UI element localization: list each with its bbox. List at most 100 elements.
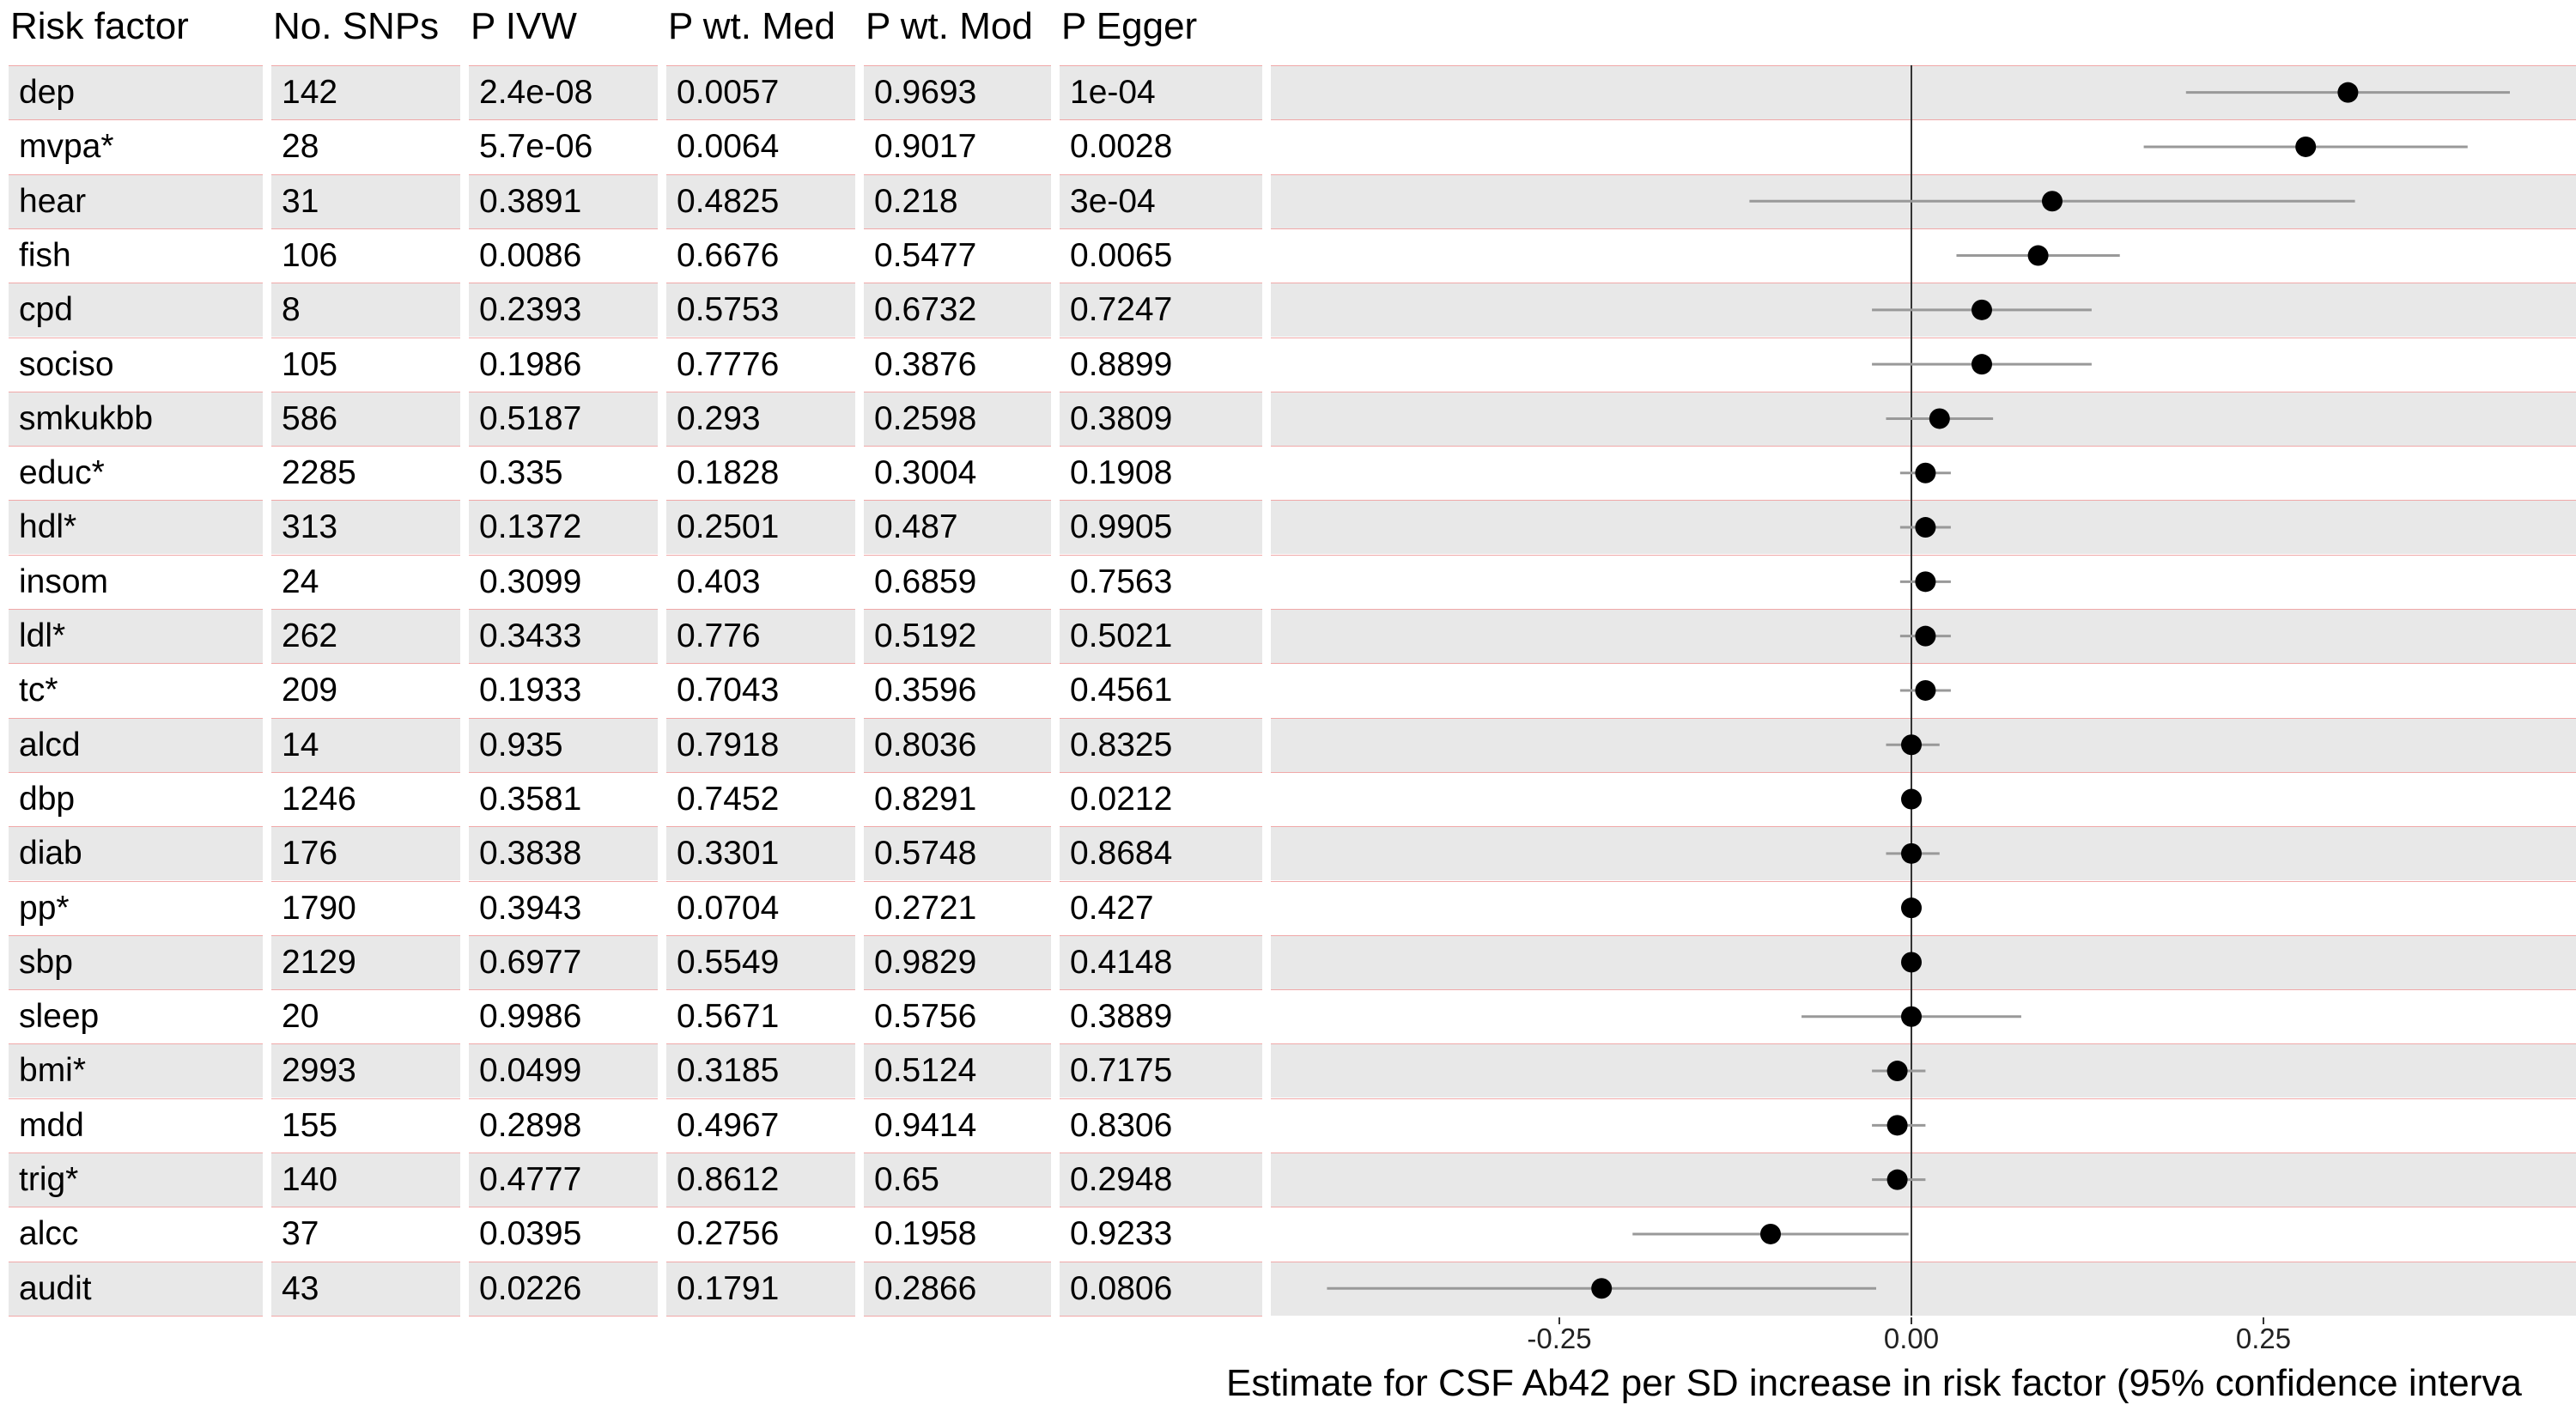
table-cell-p-ivw: 0.0395 (479, 1215, 582, 1253)
table-cell-risk-factor: hear (9, 173, 263, 228)
row-divider (1271, 771, 2576, 773)
table-cell-p-egger: 0.7247 (1060, 283, 1262, 338)
table-cell-p-wmed: 0.0064 (677, 128, 780, 166)
column-p-wmod: 0.9693 0.9017 0.218 0.5477 0.6732 0.3876 0.259… (864, 65, 1051, 1317)
row-divider (469, 1315, 658, 1317)
row-divider (271, 989, 460, 991)
table-cell-p-wmed: 0.5671 (677, 998, 780, 1036)
table-cell-p-wmed: 0.5549 (666, 934, 855, 989)
row-divider (9, 989, 263, 991)
row-divider (9, 934, 263, 936)
row-divider (9, 609, 263, 610)
row-divider (666, 1043, 855, 1045)
row-divider (1271, 609, 2576, 610)
row-divider (1271, 989, 2576, 991)
row-divider (469, 119, 658, 121)
table-cell-n-snps: 37 (282, 1215, 319, 1253)
estimate-point-hear (2042, 191, 2063, 212)
table-cell-p-wmed: 0.6676 (677, 236, 780, 274)
table-cell-p-egger: 0.9233 (1070, 1215, 1173, 1253)
row-divider (864, 446, 1051, 447)
table-cell-p-egger: 0.4148 (1060, 934, 1262, 989)
row-divider (271, 228, 460, 229)
table-cell-p-ivw: 0.6977 (469, 934, 658, 989)
x-axis-label: Estimate for CSF Ab42 per SD increase in… (1226, 1362, 2522, 1404)
row-divider (1060, 446, 1262, 447)
row-divider (864, 771, 1051, 773)
row-divider (469, 826, 658, 828)
row-divider (9, 663, 263, 665)
row-divider (864, 1152, 1051, 1153)
table-cell-p-wmod: 0.9414 (874, 1106, 977, 1144)
table-cell-risk-factor: fish (19, 236, 71, 274)
row-divider (1060, 228, 1262, 229)
table-cell-n-snps: 8 (271, 283, 460, 338)
table-cell-p-wmod: 0.2721 (874, 889, 977, 927)
table-cell-p-wmod: 0.2598 (864, 391, 1051, 446)
row-divider (864, 826, 1051, 828)
table-cell-p-egger: 1e-04 (1060, 65, 1262, 119)
row-divider (271, 934, 460, 936)
row-divider (864, 228, 1051, 229)
table-cell-p-wmed: 0.293 (666, 391, 855, 446)
table-cell-p-wmod: 0.9693 (864, 65, 1051, 119)
row-divider (469, 228, 658, 229)
table-cell-p-wmod: 0.65 (864, 1152, 1051, 1207)
table-cell-n-snps: 28 (282, 128, 319, 166)
table-cell-risk-factor: alcc (19, 1215, 79, 1253)
table-cell-p-egger: 0.3889 (1070, 998, 1173, 1036)
table-cell-n-snps: 2993 (271, 1043, 460, 1098)
row-divider (469, 446, 658, 447)
estimate-point-sbp (1901, 952, 1922, 973)
table-cell-p-wmod: 0.2866 (864, 1261, 1051, 1316)
table-cell-n-snps: 176 (271, 826, 460, 881)
row-divider (666, 173, 855, 175)
table-cell-p-wmod: 0.5192 (864, 609, 1051, 663)
row-divider (469, 663, 658, 665)
row-divider (1060, 880, 1262, 882)
row-divider (469, 880, 658, 882)
table-cell-n-snps: 155 (282, 1106, 338, 1144)
row-divider (864, 880, 1051, 882)
estimate-point-mvpa (2295, 136, 2317, 157)
row-divider (1271, 717, 2576, 719)
row-divider (1271, 119, 2576, 121)
table-cell-risk-factor: trig* (9, 1152, 263, 1207)
estimate-point-mdd (1886, 1115, 1908, 1136)
header-n-snps: No. SNPs (273, 5, 440, 47)
table-cell-p-egger: 0.4561 (1070, 672, 1173, 709)
estimate-point-tc (1915, 679, 1936, 701)
table-cell-p-wmed: 0.5753 (666, 283, 855, 338)
table-cell-n-snps: 313 (271, 500, 460, 555)
row-divider (666, 609, 855, 610)
table-cell-p-ivw: 0.3099 (479, 563, 582, 600)
table-cell-p-wmed: 0.4967 (677, 1106, 780, 1144)
table-cell-p-egger: 0.0028 (1070, 128, 1173, 166)
table-cell-p-ivw: 5.7e-06 (479, 128, 593, 166)
row-divider (864, 663, 1051, 665)
table-cell-p-wmed: 0.8612 (666, 1152, 855, 1207)
row-divider (9, 65, 263, 66)
row-divider (666, 1098, 855, 1099)
row-divider (1271, 228, 2576, 229)
row-divider (9, 1152, 263, 1153)
row-divider (271, 1098, 460, 1099)
column-p-ivw: 2.4e-08 5.7e-06 0.3891 0.0086 0.2393 0.1986 0.… (469, 65, 658, 1317)
row-divider (1271, 880, 2576, 882)
x-tick (2263, 1317, 2264, 1324)
row-divider (666, 826, 855, 828)
table-cell-n-snps: 1790 (282, 889, 356, 927)
row-divider (271, 663, 460, 665)
row-divider (9, 554, 263, 556)
table-cell-n-snps: 105 (282, 345, 338, 383)
row-divider (1060, 826, 1262, 828)
row-divider (1271, 500, 2576, 502)
table-cell-p-ivw: 0.9986 (479, 998, 582, 1036)
table-cell-p-egger: 0.0212 (1070, 780, 1173, 818)
row-divider (1271, 1098, 2576, 1099)
row-divider (864, 500, 1051, 502)
row-divider (864, 1315, 1051, 1317)
table-cell-p-egger: 0.9905 (1060, 500, 1262, 555)
header-risk-factor: Risk factor (10, 5, 189, 47)
row-divider (1060, 1043, 1262, 1045)
